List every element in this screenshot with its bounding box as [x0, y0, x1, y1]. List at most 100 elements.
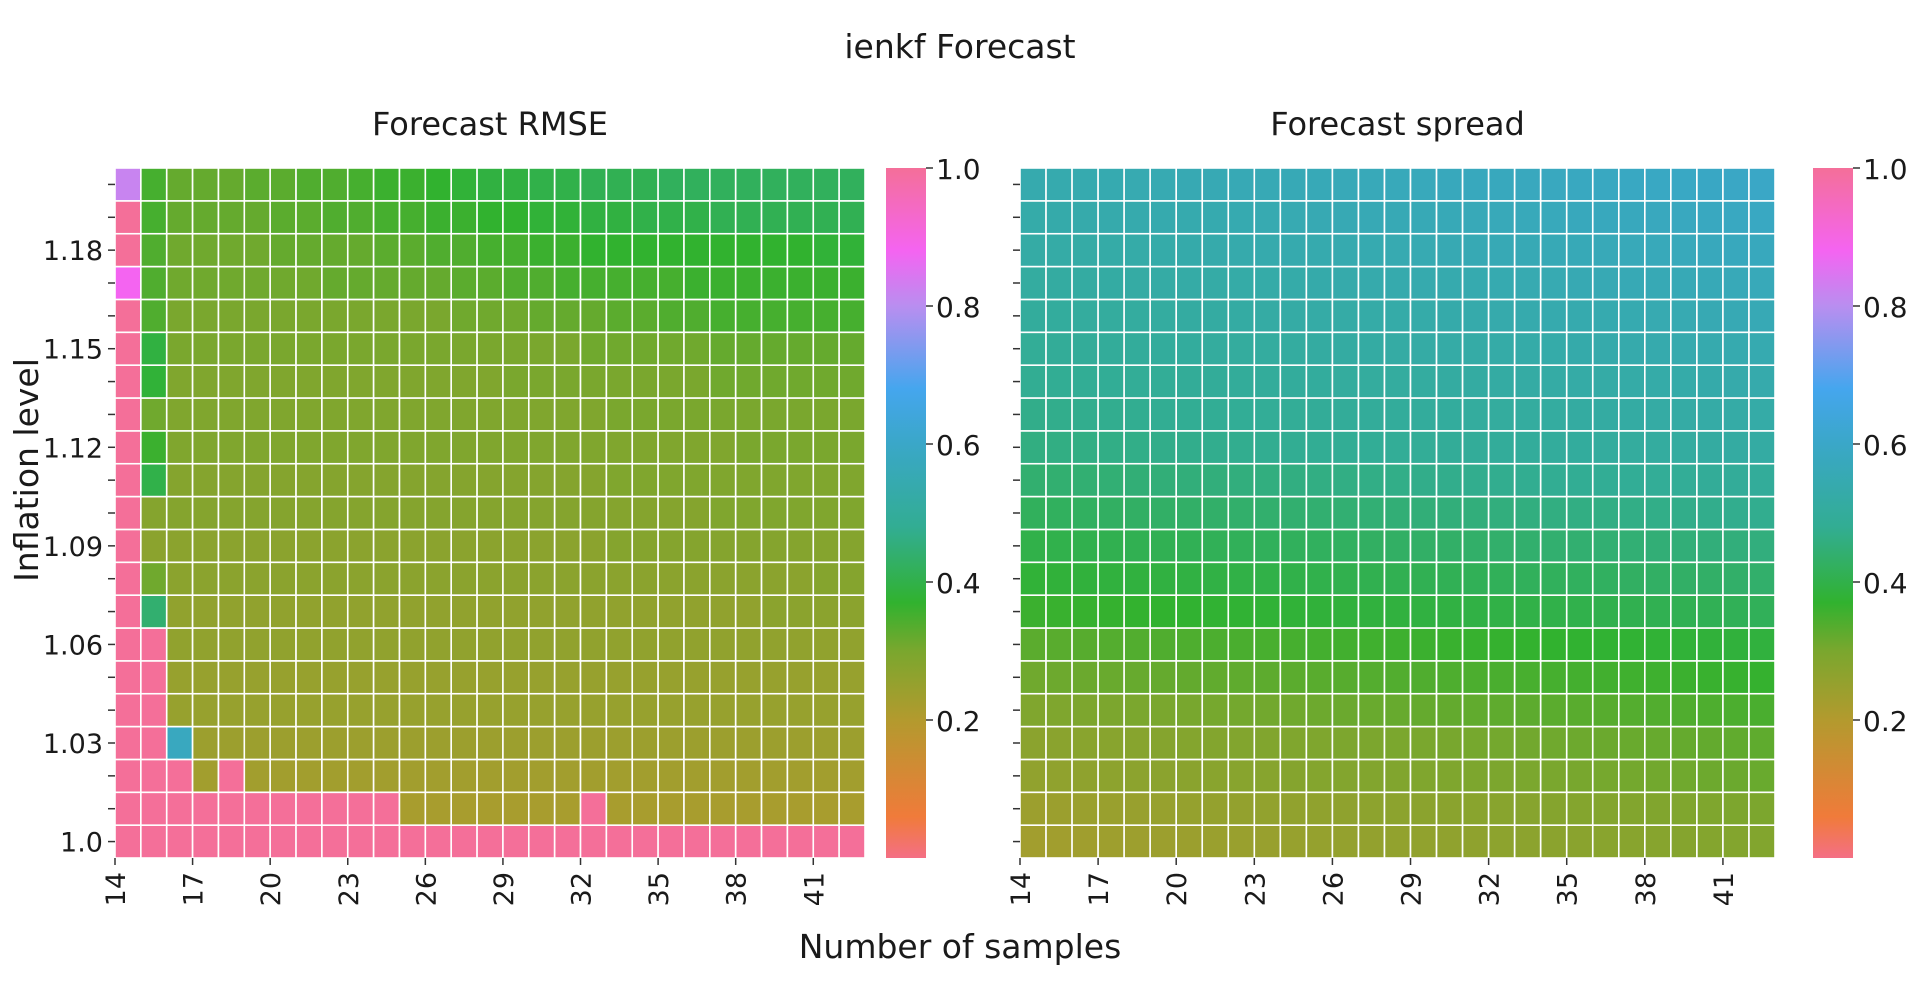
heatmap-cell — [786, 627, 815, 662]
heatmap-cell — [1748, 758, 1776, 794]
heatmap-cell — [1305, 561, 1334, 596]
heatmap-cell — [114, 232, 142, 268]
heatmap-cell — [295, 594, 323, 629]
heatmap-cell — [165, 627, 194, 662]
heatmap-cell — [812, 364, 840, 399]
heatmap-cell — [760, 594, 789, 629]
heatmap-cell — [1617, 430, 1646, 465]
heatmap-cell — [1696, 430, 1724, 465]
heatmap-cell — [1071, 331, 1099, 366]
heatmap-cell — [527, 331, 556, 366]
heatmap-cell — [786, 462, 815, 498]
heatmap-cell — [1435, 462, 1464, 498]
colorbar-tick-label: 0.2 — [936, 705, 981, 738]
heatmap-cell — [1435, 495, 1464, 531]
heatmap-cell — [1045, 725, 1073, 761]
heatmap-cell — [812, 528, 840, 564]
heatmap-cell — [1409, 791, 1438, 826]
x-tick-label: 14 — [1006, 872, 1037, 906]
heatmap-cell — [269, 265, 297, 301]
heatmap-cell — [217, 561, 246, 596]
heatmap-cell — [709, 660, 737, 695]
heatmap-cell — [372, 462, 401, 498]
heatmap-cell — [1045, 824, 1073, 859]
heatmap-cell — [1227, 298, 1256, 334]
heatmap-cell — [476, 561, 504, 596]
heatmap-cell — [631, 397, 659, 432]
heatmap-cell — [1331, 462, 1360, 498]
heatmap-cell — [1149, 528, 1178, 564]
heatmap-cell — [579, 167, 608, 202]
heatmap-cell — [424, 167, 452, 202]
heatmap-cell — [579, 561, 608, 596]
heatmap-cell — [295, 692, 323, 728]
heatmap-cell — [1461, 660, 1490, 695]
heatmap-cell — [1045, 561, 1073, 596]
heatmap-cell — [321, 232, 349, 268]
heatmap-cell — [553, 725, 582, 761]
heatmap-cell — [1045, 200, 1073, 235]
heatmap-cell — [346, 298, 375, 334]
heatmap-cell — [1357, 200, 1386, 235]
heatmap-cell — [424, 725, 452, 761]
heatmap-cell — [1253, 397, 1282, 432]
heatmap-cell — [1696, 627, 1724, 662]
heatmap-cell — [502, 200, 530, 235]
heatmap-cell — [683, 167, 711, 202]
heatmap-cell — [1331, 692, 1360, 728]
heatmap-cell — [657, 725, 685, 761]
heatmap-cell — [553, 561, 582, 596]
heatmap-cell — [346, 561, 375, 596]
heatmap-cell — [1357, 791, 1386, 826]
heatmap-cell — [191, 528, 220, 564]
heatmap-cell — [1539, 824, 1568, 859]
heatmap-cell — [165, 660, 194, 695]
heatmap-cell — [1331, 232, 1360, 268]
heatmap-cell — [346, 167, 375, 202]
heatmap-cell — [1565, 660, 1594, 695]
heatmap-cell — [1175, 528, 1204, 564]
colorbar-tick-label: 0.4 — [936, 567, 981, 600]
heatmap-cell — [424, 692, 452, 728]
heatmap-cell — [760, 397, 789, 432]
heatmap-cell — [683, 725, 711, 761]
x-ticks: 14 17 20 23 26 29 32 35 38 41 — [1006, 858, 1740, 906]
heatmap-cell — [1617, 594, 1646, 629]
heatmap-cell — [1305, 298, 1334, 334]
heatmap-cell — [838, 364, 866, 399]
figure-suptitle: ienkf Forecast — [844, 27, 1075, 66]
heatmap-cell — [1565, 364, 1594, 399]
heatmap-cell — [734, 430, 763, 465]
heatmap-cell — [217, 200, 246, 235]
heatmap-cell — [398, 660, 427, 695]
heatmap-cell — [321, 462, 349, 498]
heatmap-cell — [605, 495, 634, 531]
heatmap-cell — [1435, 692, 1464, 728]
heatmap-cell — [1071, 627, 1099, 662]
heatmap-cell — [1253, 725, 1282, 761]
heatmap-cell — [1201, 232, 1230, 268]
heatmap-cell — [1748, 660, 1776, 695]
heatmap-cell — [631, 660, 659, 695]
heatmap-cell — [786, 725, 815, 761]
heatmap-cell — [760, 725, 789, 761]
heatmap-cell — [1670, 265, 1698, 301]
heatmap-cell — [1513, 331, 1542, 366]
heatmap-cell — [1696, 495, 1724, 531]
heatmap-cell — [1097, 167, 1125, 202]
heatmap-cell — [140, 265, 168, 301]
heatmap-cell — [657, 167, 685, 202]
heatmap-cell — [1722, 495, 1750, 531]
heatmap-cell — [165, 495, 194, 531]
heatmap-cell — [1019, 824, 1047, 859]
heatmap-cell — [812, 265, 840, 301]
heatmap-cell — [1201, 298, 1230, 334]
heatmap-cell — [553, 232, 582, 268]
heatmap-cell — [1097, 660, 1125, 695]
heatmap-cell — [1513, 495, 1542, 531]
heatmap-cell — [1748, 561, 1776, 596]
heatmap-cell — [1591, 791, 1620, 826]
heatmap-cell — [191, 232, 220, 268]
heatmap-cell — [553, 495, 582, 531]
heatmap-cell — [553, 430, 582, 465]
